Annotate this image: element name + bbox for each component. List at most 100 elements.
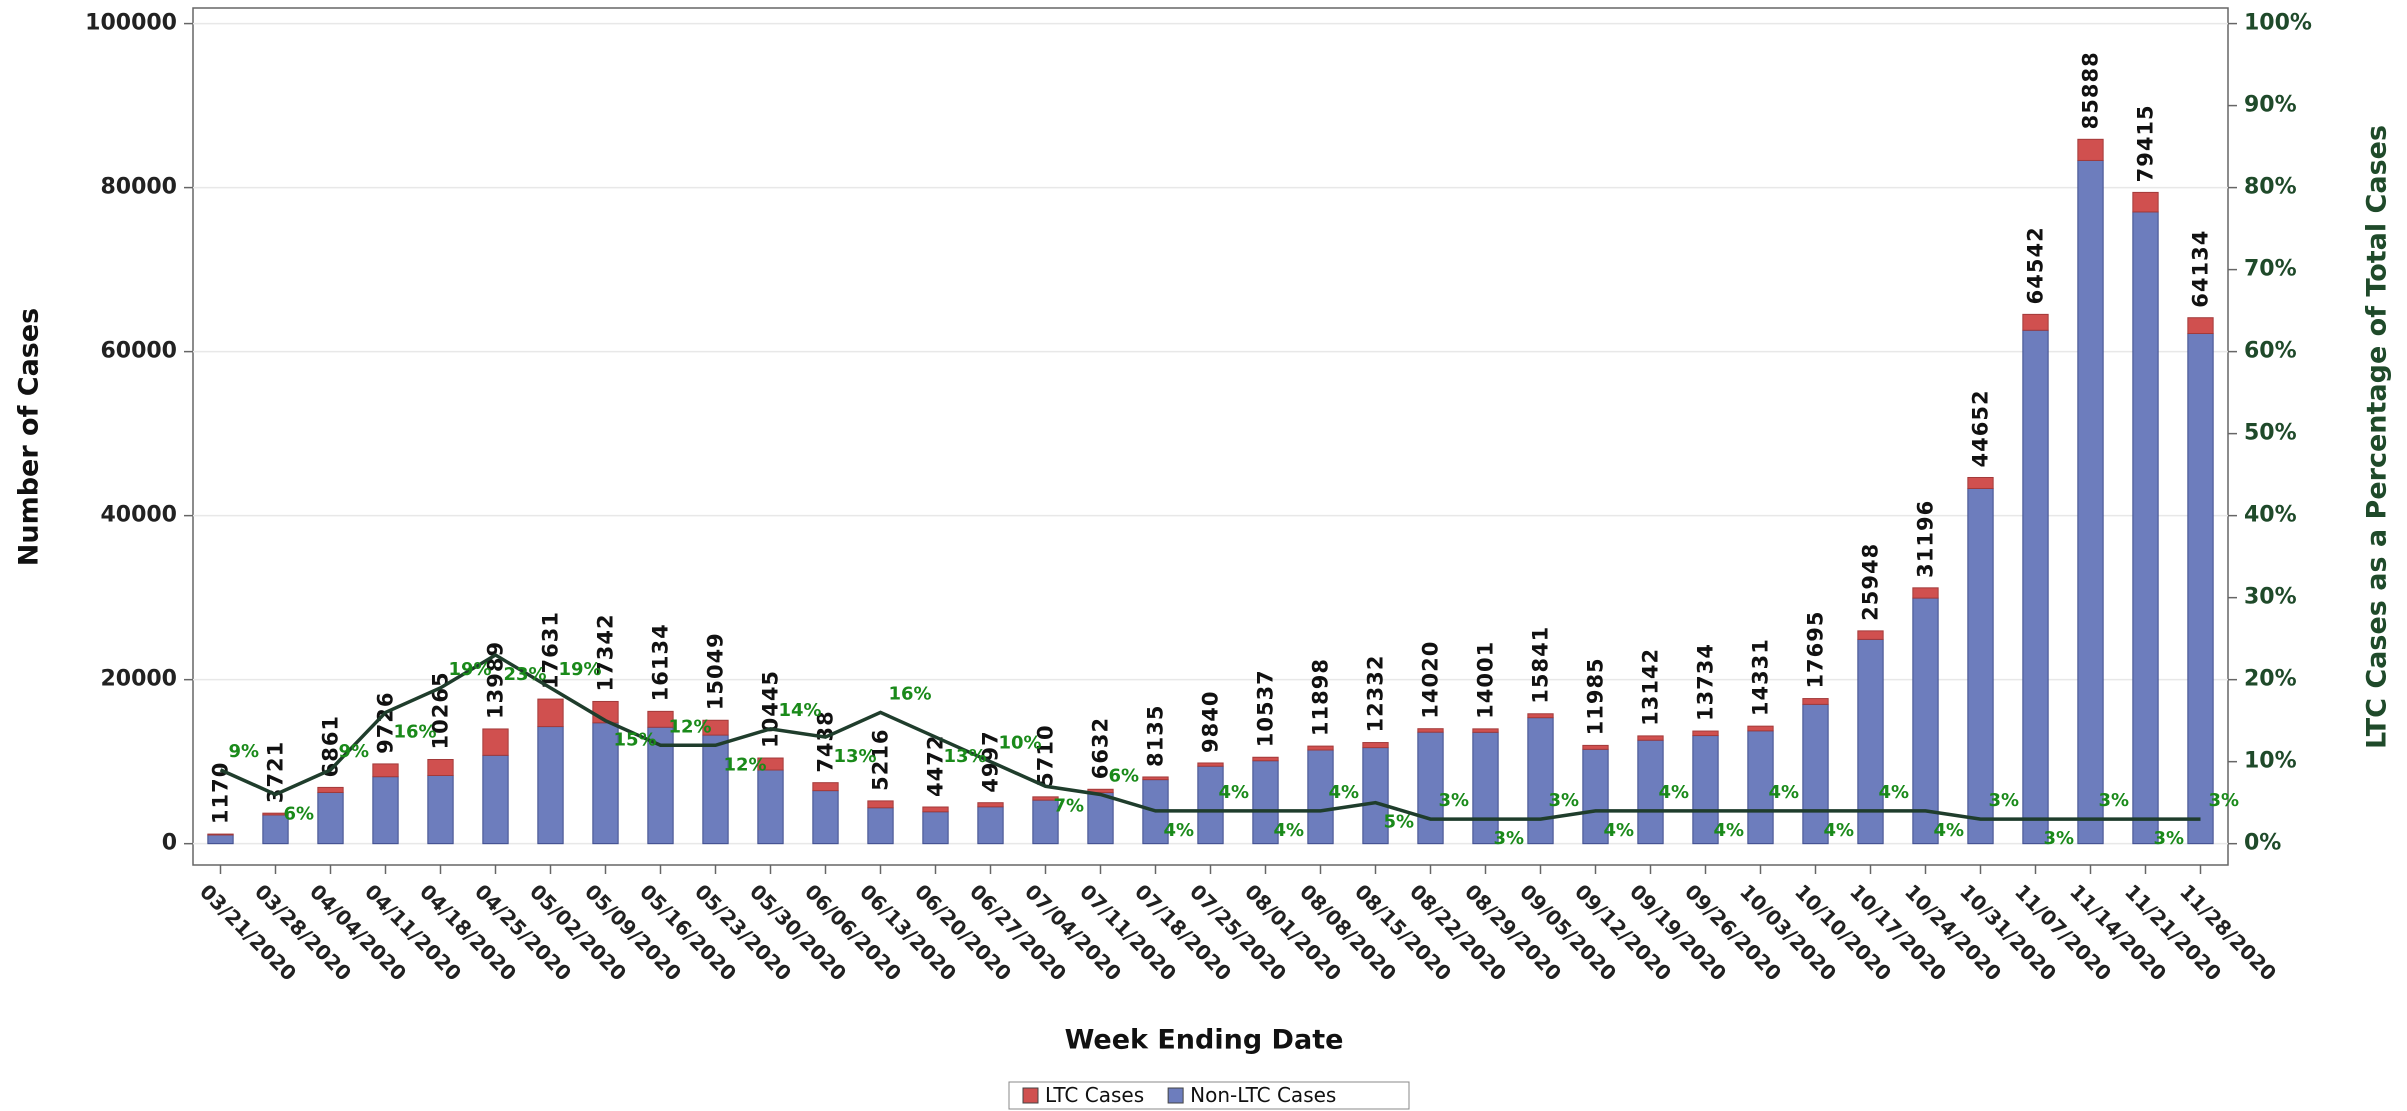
pct-label: 4%	[1934, 820, 1965, 841]
total-label: 12332	[1364, 654, 1388, 732]
pct-label: 12%	[669, 716, 712, 737]
bar-segment	[1802, 698, 1829, 705]
bar-segment	[1417, 728, 1444, 733]
bar-segment	[427, 774, 454, 845]
bar-segment	[1802, 703, 1829, 845]
bar-segment	[1417, 731, 1444, 845]
bar-segment	[1912, 587, 1939, 599]
total-label: 44652	[1969, 389, 1993, 467]
bar-segment	[702, 734, 729, 845]
pct-label: 6%	[1109, 765, 1140, 786]
bar-segment	[1692, 730, 1719, 737]
legend-swatch	[1022, 1087, 1039, 1104]
bar-segment	[1087, 792, 1114, 845]
total-label: 13142	[1639, 648, 1663, 726]
bar-segment	[1142, 776, 1169, 781]
legend-swatch	[1167, 1087, 1184, 1104]
total-label: 9840	[1199, 691, 1223, 753]
total-label: 10445	[759, 670, 783, 748]
y2-tick-label: 90%	[2244, 93, 2297, 118]
pct-label: 9%	[339, 741, 370, 762]
pct-label: 3%	[2099, 790, 2130, 811]
bar-segment	[427, 758, 454, 776]
y2-tick-label: 30%	[2244, 585, 2297, 610]
total-label: 14331	[1749, 638, 1773, 716]
legend-label: LTC Cases	[1045, 1083, 1144, 1107]
total-label: 13734	[1694, 643, 1718, 721]
pct-label: 3%	[1549, 790, 1580, 811]
total-label: 11985	[1584, 657, 1608, 735]
bar-segment	[1527, 713, 1554, 719]
bar-segment	[317, 791, 344, 845]
pct-line	[219, 653, 2201, 821]
bar-segment	[1197, 762, 1224, 767]
pct-label: 4%	[1274, 820, 1305, 841]
bar-segment	[1582, 744, 1609, 750]
y-tick-label: 0	[162, 831, 177, 856]
legend-box	[1008, 1081, 1410, 1110]
bar-segment	[812, 782, 839, 792]
bar-segment	[1747, 725, 1774, 732]
total-label: 31196	[1914, 500, 1938, 578]
pct-label: 3%	[2209, 790, 2240, 811]
bar-segment	[317, 786, 344, 793]
pct-label: 4%	[1824, 820, 1855, 841]
bar-segment	[1692, 735, 1719, 845]
bar-segment	[207, 834, 234, 845]
legend-label: Non-LTC Cases	[1190, 1083, 1336, 1107]
pct-label: 3%	[1494, 828, 1525, 849]
bar-segment	[1857, 630, 1884, 640]
y2-axis-title: LTC Cases as a Percentage of Total Cases	[2362, 125, 2393, 749]
bar-segment	[1362, 747, 1389, 845]
total-label: 17631	[539, 611, 563, 689]
y2-tick-label: 20%	[2244, 667, 2297, 692]
y2-tick-label: 10%	[2244, 749, 2297, 774]
bar-segment	[922, 806, 949, 813]
bar-segment	[867, 807, 894, 845]
pct-label: 3%	[1989, 790, 2020, 811]
pct-label: 4%	[1659, 782, 1690, 803]
total-label: 15049	[704, 632, 728, 710]
y-tick-label: 80000	[100, 175, 177, 200]
bar-segment	[977, 802, 1004, 808]
bar-segment	[1472, 728, 1499, 733]
y2-tick-label: 60%	[2244, 339, 2297, 364]
pct-label: 15%	[614, 730, 657, 751]
total-label: 17342	[594, 613, 618, 691]
pct-label: 7%	[1054, 795, 1085, 816]
bar-segment	[1197, 765, 1224, 845]
bar-segment	[1637, 735, 1664, 741]
bar-segment	[757, 757, 784, 771]
pct-label: 10%	[999, 733, 1042, 754]
bar-segment	[922, 811, 949, 845]
total-label: 7438	[814, 710, 838, 772]
pct-label: 3%	[2044, 828, 2075, 849]
bar-segment	[2187, 317, 2214, 334]
bar-segment	[2077, 159, 2104, 845]
bar-segment	[2022, 329, 2049, 845]
pct-label: 3%	[1439, 790, 1470, 811]
bar-segment	[1032, 799, 1059, 845]
pct-label: 12%	[724, 754, 767, 775]
bar-segment	[812, 790, 839, 845]
pct-label: 19%	[449, 659, 492, 680]
pct-label: 9%	[229, 741, 260, 762]
y-tick-label: 20000	[100, 667, 177, 692]
pct-label: 4%	[1329, 782, 1360, 803]
total-label: 11898	[1309, 658, 1333, 736]
y-tick-label: 60000	[100, 339, 177, 364]
pct-label: 4%	[1219, 782, 1250, 803]
pct-label: 4%	[1714, 820, 1745, 841]
total-label: 10537	[1254, 669, 1278, 747]
pct-label: 13%	[834, 746, 877, 767]
bar-segment	[482, 754, 509, 845]
y2-tick-label: 100%	[2244, 11, 2312, 36]
total-label: 79415	[2134, 104, 2158, 182]
bar-segment	[1857, 638, 1884, 845]
bar-segment	[1527, 717, 1554, 845]
bar-segment	[1032, 796, 1059, 801]
y-tick-label: 40000	[100, 503, 177, 528]
bar-segment	[1967, 487, 1994, 845]
bar-segment	[482, 728, 509, 756]
